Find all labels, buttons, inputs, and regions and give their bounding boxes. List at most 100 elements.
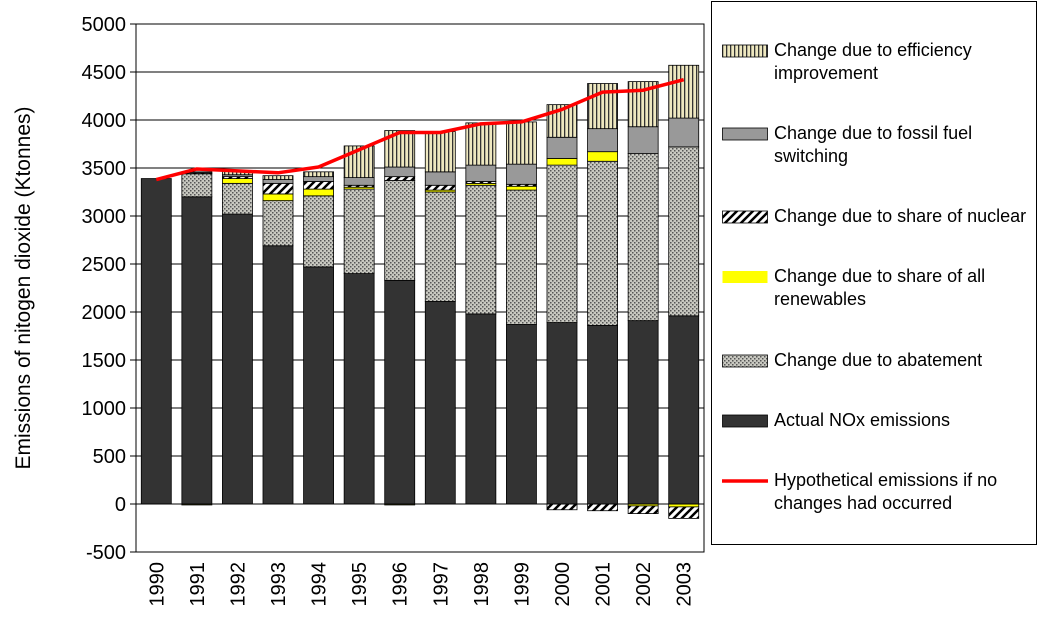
x-tick-label: 1993: [268, 562, 290, 607]
x-tick-label: 1996: [390, 562, 412, 607]
legend-label: Actual NOx emissions: [774, 410, 951, 431]
legend-entry: Change due to abatement: [712, 349, 1036, 372]
bar: [424, 131, 456, 173]
bar: [262, 200, 294, 247]
y-axis-label: Emissions of nitogen dioxide (Ktonnes): [12, 106, 35, 469]
bar: [587, 128, 618, 153]
bar: [384, 279, 416, 505]
bar: [181, 173, 213, 198]
bar: [506, 324, 537, 505]
bar: [303, 171, 334, 178]
bar: [262, 175, 294, 180]
x-tick-label: 1991: [187, 562, 209, 607]
legend-rect: [722, 414, 768, 428]
y-tick-label: 3500: [82, 158, 127, 180]
legend-rect: [722, 210, 768, 224]
legend-swatch: [722, 271, 768, 284]
legend-rect: [722, 127, 768, 141]
bar: [262, 193, 294, 202]
x-tick-label: 1997: [430, 562, 452, 607]
bar: [262, 245, 294, 505]
bar: [140, 178, 172, 505]
bar: [627, 126, 659, 155]
bar: [465, 313, 497, 505]
x-tick-label: 1999: [511, 562, 533, 607]
legend-swatch: [722, 414, 768, 428]
bar: [546, 157, 578, 166]
bar: [465, 184, 497, 315]
x-tick-label: 1998: [471, 562, 493, 607]
bar: [668, 506, 700, 519]
legend-entry: Change due to share of nuclear: [712, 205, 1036, 228]
bar: [465, 122, 497, 166]
bar: [627, 320, 659, 505]
legend-label: Change due to abatement: [774, 349, 983, 370]
x-tick-label: 2001: [593, 562, 615, 607]
x-tick-label: 2000: [552, 562, 574, 607]
y-tick-label: 1000: [82, 398, 127, 420]
bar: [303, 266, 334, 505]
plot-border: [135, 23, 705, 553]
legend-label: Change due to fossil fuel switching: [774, 122, 973, 166]
bar: [384, 176, 416, 181]
legend-entry: Actual NOx emissions: [712, 409, 1036, 432]
y-tick-label: 500: [93, 446, 126, 468]
bar: [181, 196, 213, 505]
bar: [303, 195, 334, 268]
y-tick-label: 4000: [82, 110, 127, 132]
bar: [546, 164, 578, 323]
y-tick-label: 1500: [82, 350, 127, 372]
x-tick-label: 2003: [674, 562, 696, 607]
bar: [424, 191, 456, 302]
bar: [343, 177, 375, 186]
bar: [303, 181, 334, 190]
legend-label: Change due to share of nuclear: [774, 206, 1027, 227]
bar: [506, 163, 537, 185]
bar: [546, 136, 578, 159]
legend-rect: [722, 354, 768, 368]
bar: [668, 146, 700, 317]
bar: [587, 325, 618, 505]
bar: [424, 171, 456, 186]
bar: [546, 503, 578, 511]
x-tick-label: 1990: [146, 562, 168, 607]
x-tick-label: 2002: [633, 562, 655, 607]
bar: [303, 176, 334, 182]
legend-swatch: [722, 479, 768, 484]
bar: [424, 184, 456, 191]
bar: [343, 188, 375, 274]
legend-rect: [722, 44, 768, 58]
bar: [668, 117, 700, 148]
line: [155, 77, 685, 182]
legend-swatch: [722, 44, 768, 58]
bar: [343, 273, 375, 505]
bar: [546, 322, 578, 505]
bar: [384, 166, 416, 178]
bar: [465, 164, 497, 182]
bar: [262, 182, 294, 195]
legend-label: Change due to share of all renewables: [774, 266, 986, 310]
bar: [587, 503, 618, 512]
legend-entry: Change due to efficiency improvement: [712, 39, 1036, 85]
legend-rect: [722, 271, 768, 284]
bar: [627, 505, 659, 515]
y-tick-label: 5000: [82, 14, 127, 36]
bar: [587, 151, 618, 162]
x-tick-label: 1992: [227, 562, 249, 607]
legend-label: Change due to efficiency improvement: [774, 39, 972, 83]
y-tick-label: 2500: [82, 254, 127, 276]
bar: [222, 213, 253, 505]
x-tick-label: 1995: [349, 562, 371, 607]
legend-entry: Hypothetical emissions if no changes had…: [712, 469, 1036, 515]
bar: [222, 178, 253, 184]
x-tick-label: 1994: [309, 562, 331, 607]
bar: [627, 153, 659, 322]
y-tick-label: 3000: [82, 206, 127, 228]
bar: [303, 188, 334, 197]
bar: [668, 315, 700, 505]
legend: Change due to efficiency improvement Chan…: [711, 1, 1037, 545]
legend-swatch: [722, 354, 768, 368]
bar: [506, 189, 537, 325]
